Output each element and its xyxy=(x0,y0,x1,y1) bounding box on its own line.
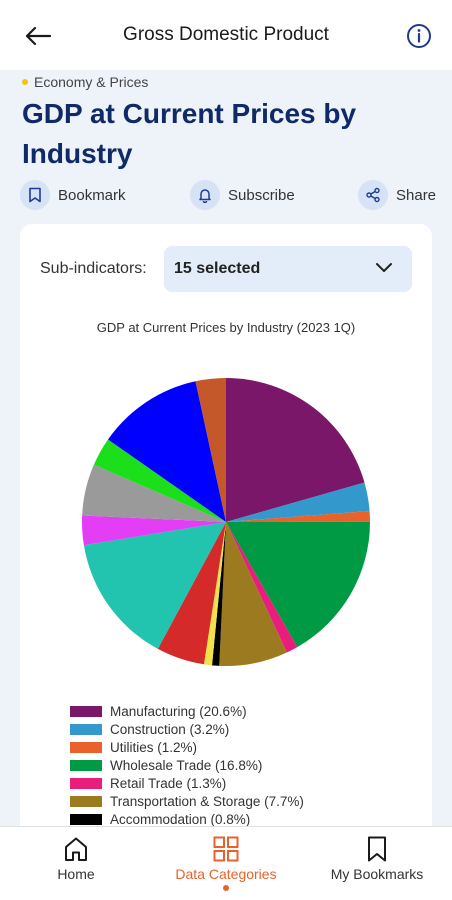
info-icon xyxy=(407,24,431,48)
info-button[interactable] xyxy=(406,23,432,49)
chart-title: GDP at Current Prices by Industry (2023 … xyxy=(96,320,356,335)
pie-slice-item-11[interactable] xyxy=(82,464,226,522)
legend-swatch xyxy=(70,795,102,807)
arrow-left-icon xyxy=(25,26,52,46)
share-icon xyxy=(358,180,388,210)
pie-slice-item-9[interactable] xyxy=(83,522,226,649)
pie-slice-manufacturing[interactable] xyxy=(226,378,365,522)
chart-legend: Manufacturing (20.6%) Construction (3.2%)… xyxy=(70,702,304,828)
home-icon xyxy=(65,837,87,861)
sub-indicators-select[interactable]: 15 selected xyxy=(164,246,412,292)
pie-chart xyxy=(82,378,370,666)
pie-slice-construction[interactable] xyxy=(226,482,370,522)
legend-label: Construction (3.2%) xyxy=(110,721,230,737)
legend-label: Accommodation (0.8%) xyxy=(110,811,251,827)
category-dot-icon xyxy=(22,79,28,85)
bookmark-label: Bookmark xyxy=(58,186,126,204)
pie-slice-item-7[interactable] xyxy=(203,522,226,666)
pie-slice-item-14[interactable] xyxy=(195,378,226,522)
legend-item[interactable]: Retail Trade (1.3%) xyxy=(70,774,304,792)
nav-data-categories[interactable]: Data Categories xyxy=(166,827,286,900)
share-button[interactable]: Share xyxy=(358,178,436,212)
category-tag: Economy & Prices xyxy=(22,74,148,90)
screen-title: Gross Domestic Product xyxy=(123,24,329,45)
legend-label: Transportation & Storage (7.7%) xyxy=(110,793,304,809)
nav-data-categories-label: Data Categories xyxy=(175,866,277,882)
legend-swatch xyxy=(70,741,102,753)
top-bar: Gross Domestic Product xyxy=(0,0,452,70)
pie-slice-item-12[interactable] xyxy=(93,439,226,522)
pie-slice-utilities[interactable] xyxy=(226,510,370,522)
active-indicator-dot xyxy=(223,885,229,891)
legend-item[interactable]: Manufacturing (20.6%) xyxy=(70,702,304,720)
bottom-nav: Home Data Categories My Bookmarks xyxy=(0,826,452,900)
pie-slice-transportation-storage[interactable] xyxy=(219,522,287,666)
grid-icon xyxy=(213,836,239,862)
subscribe-button[interactable]: Subscribe xyxy=(190,178,295,212)
category-label: Economy & Prices xyxy=(34,74,149,90)
share-label: Share xyxy=(396,186,437,204)
pie-slice-item-10[interactable] xyxy=(82,515,226,546)
nav-my-bookmarks-label: My Bookmarks xyxy=(330,866,424,882)
legend-label: Retail Trade (1.3%) xyxy=(110,775,227,791)
legend-swatch xyxy=(70,813,102,825)
legend-label: Utilities (1.2%) xyxy=(110,739,198,755)
legend-swatch xyxy=(70,777,102,789)
legend-item[interactable]: Accommodation (0.8%) xyxy=(70,810,304,828)
legend-item[interactable]: Utilities (1.2%) xyxy=(70,738,304,756)
pie-slice-retail-trade[interactable] xyxy=(226,522,298,653)
nav-home[interactable]: Home xyxy=(46,827,106,900)
legend-label: Manufacturing (20.6%) xyxy=(110,703,247,719)
bookmark-button[interactable]: Bookmark xyxy=(20,178,126,212)
bookmark-icon xyxy=(20,180,50,210)
legend-item[interactable]: Construction (3.2%) xyxy=(70,720,304,738)
back-button[interactable] xyxy=(22,22,54,50)
legend-item[interactable]: Wholesale Trade (16.8%) xyxy=(70,756,304,774)
action-bar: Bookmark Subscribe Share xyxy=(20,178,436,212)
legend-item[interactable]: Transportation & Storage (7.7%) xyxy=(70,792,304,810)
pie-slice-accommodation[interactable] xyxy=(212,522,226,666)
nav-my-bookmarks[interactable]: My Bookmarks xyxy=(318,827,436,900)
chart-card: Sub-indicators: 15 selected GDP at Curre… xyxy=(20,224,432,864)
subscribe-label: Subscribe xyxy=(228,186,295,204)
bell-icon xyxy=(190,180,220,210)
bookmark-icon xyxy=(368,836,386,862)
chevron-down-icon xyxy=(376,263,392,272)
legend-swatch xyxy=(70,759,102,771)
legend-swatch xyxy=(70,705,102,717)
sub-indicators-value: 15 selected xyxy=(174,260,261,277)
pie-slice-item-13[interactable] xyxy=(108,381,226,522)
nav-home-label: Home xyxy=(57,866,95,882)
legend-swatch xyxy=(70,723,102,735)
pie-slice-wholesale-trade[interactable] xyxy=(226,521,370,648)
sub-indicators-label: Sub-indicators: xyxy=(40,260,147,277)
legend-label: Wholesale Trade (16.8%) xyxy=(110,757,263,773)
page-title: GDP at Current Prices by Industry xyxy=(22,98,357,169)
pie-slice-item-8[interactable] xyxy=(157,522,226,665)
